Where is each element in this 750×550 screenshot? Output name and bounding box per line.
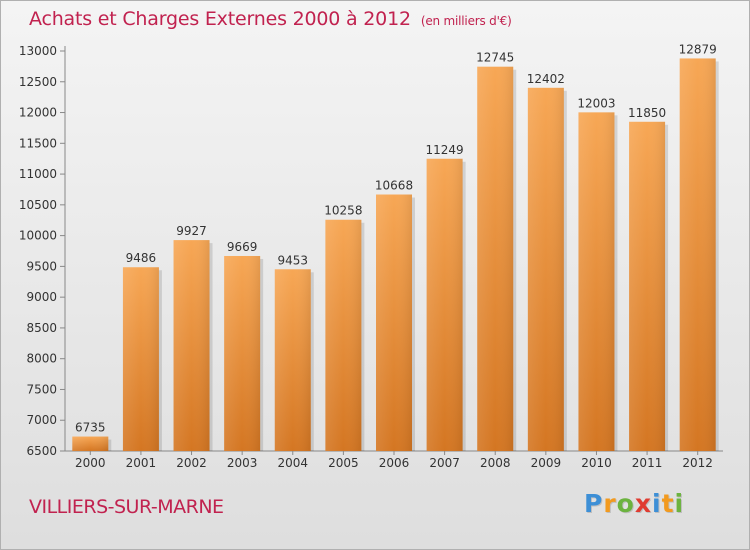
- bar-shine: [527, 87, 564, 452]
- y-tick-label: 10000: [19, 229, 57, 243]
- bar-shine: [122, 267, 159, 451]
- x-tick-label: 2007: [429, 456, 460, 470]
- proxiti-logo: Proxiti: [584, 489, 684, 518]
- y-tick-label: 9500: [26, 259, 57, 273]
- bar-shine: [274, 269, 311, 451]
- logo-letter: i: [674, 489, 685, 518]
- logo-letter: r: [603, 489, 617, 518]
- y-tick-label: 10500: [19, 198, 57, 212]
- bar-value-label: 9486: [126, 251, 157, 265]
- x-tick-label: 2005: [328, 456, 359, 470]
- bar-shine: [477, 66, 514, 451]
- x-tick-label: 2010: [581, 456, 612, 470]
- bar-layer: [72, 58, 719, 452]
- chart-unit: (en milliers d'€): [420, 14, 512, 28]
- chart-title: Achats et Charges Externes 2000 à 2012 (e…: [29, 8, 512, 30]
- logo-letter: P: [584, 489, 604, 518]
- x-tick-label: 2004: [277, 456, 308, 470]
- logo-letter: i: [652, 489, 662, 518]
- bar-shine: [679, 58, 716, 451]
- x-tick-label: 2002: [176, 456, 207, 470]
- bar-value-label: 10668: [375, 179, 413, 193]
- bar-value-label: 12879: [679, 42, 717, 56]
- y-tick-label: 7500: [26, 382, 57, 396]
- y-tick-label: 11500: [19, 136, 57, 150]
- x-tick-label: 2001: [126, 456, 157, 470]
- bar-shine: [376, 194, 412, 451]
- bar-shine: [325, 219, 362, 451]
- bar-shine: [578, 112, 615, 451]
- bar-value-label: 12003: [577, 96, 615, 110]
- x-tick-label: 2009: [531, 456, 562, 470]
- logo-letter: x: [634, 489, 652, 518]
- x-tick-label: 2008: [480, 456, 511, 470]
- y-tick-label: 6500: [26, 444, 57, 458]
- logo-letter: o: [616, 489, 635, 518]
- bar-shine: [173, 240, 210, 451]
- y-tick-label: 9000: [26, 290, 57, 304]
- y-tick-label: 12000: [19, 106, 57, 120]
- bar-value-label: 9927: [176, 224, 207, 238]
- bar-value-label: 9669: [227, 240, 258, 254]
- bar-shine: [72, 436, 109, 451]
- bar-value-label: 11850: [628, 106, 666, 120]
- bar-value-label: 12745: [476, 51, 514, 65]
- bar-value-label: 11249: [426, 143, 464, 157]
- y-tick-label: 13000: [19, 44, 57, 58]
- bar-shine: [629, 121, 666, 452]
- x-tick-label: 2011: [632, 456, 663, 470]
- y-tick-label: 11000: [19, 167, 57, 181]
- x-tick-label: 2006: [379, 456, 410, 470]
- bar-value-label: 6735: [75, 421, 106, 435]
- chart-title-text: Achats et Charges Externes 2000 à 2012: [29, 8, 411, 30]
- y-tick-label: 8500: [26, 321, 57, 335]
- x-tick-label: 2012: [682, 456, 713, 470]
- y-tick-label: 8000: [26, 352, 57, 366]
- bar-value-label: 12402: [527, 72, 565, 86]
- y-tick-label: 7000: [26, 413, 57, 427]
- location-label: VILLIERS-SUR-MARNE: [29, 496, 224, 518]
- x-tick-label: 2000: [75, 456, 106, 470]
- bar-shine: [426, 158, 463, 451]
- y-tick-label: 12500: [19, 75, 57, 89]
- logo-letter: t: [661, 489, 675, 518]
- bar-value-label: 9453: [277, 253, 308, 267]
- bar-value-label: 10258: [324, 204, 362, 218]
- bar-shine: [224, 255, 261, 451]
- label-layer: 6735 2000 9486 2001 9927 2002 9669 2003 9453 2004…: [75, 42, 717, 470]
- x-tick-label: 2003: [227, 456, 258, 470]
